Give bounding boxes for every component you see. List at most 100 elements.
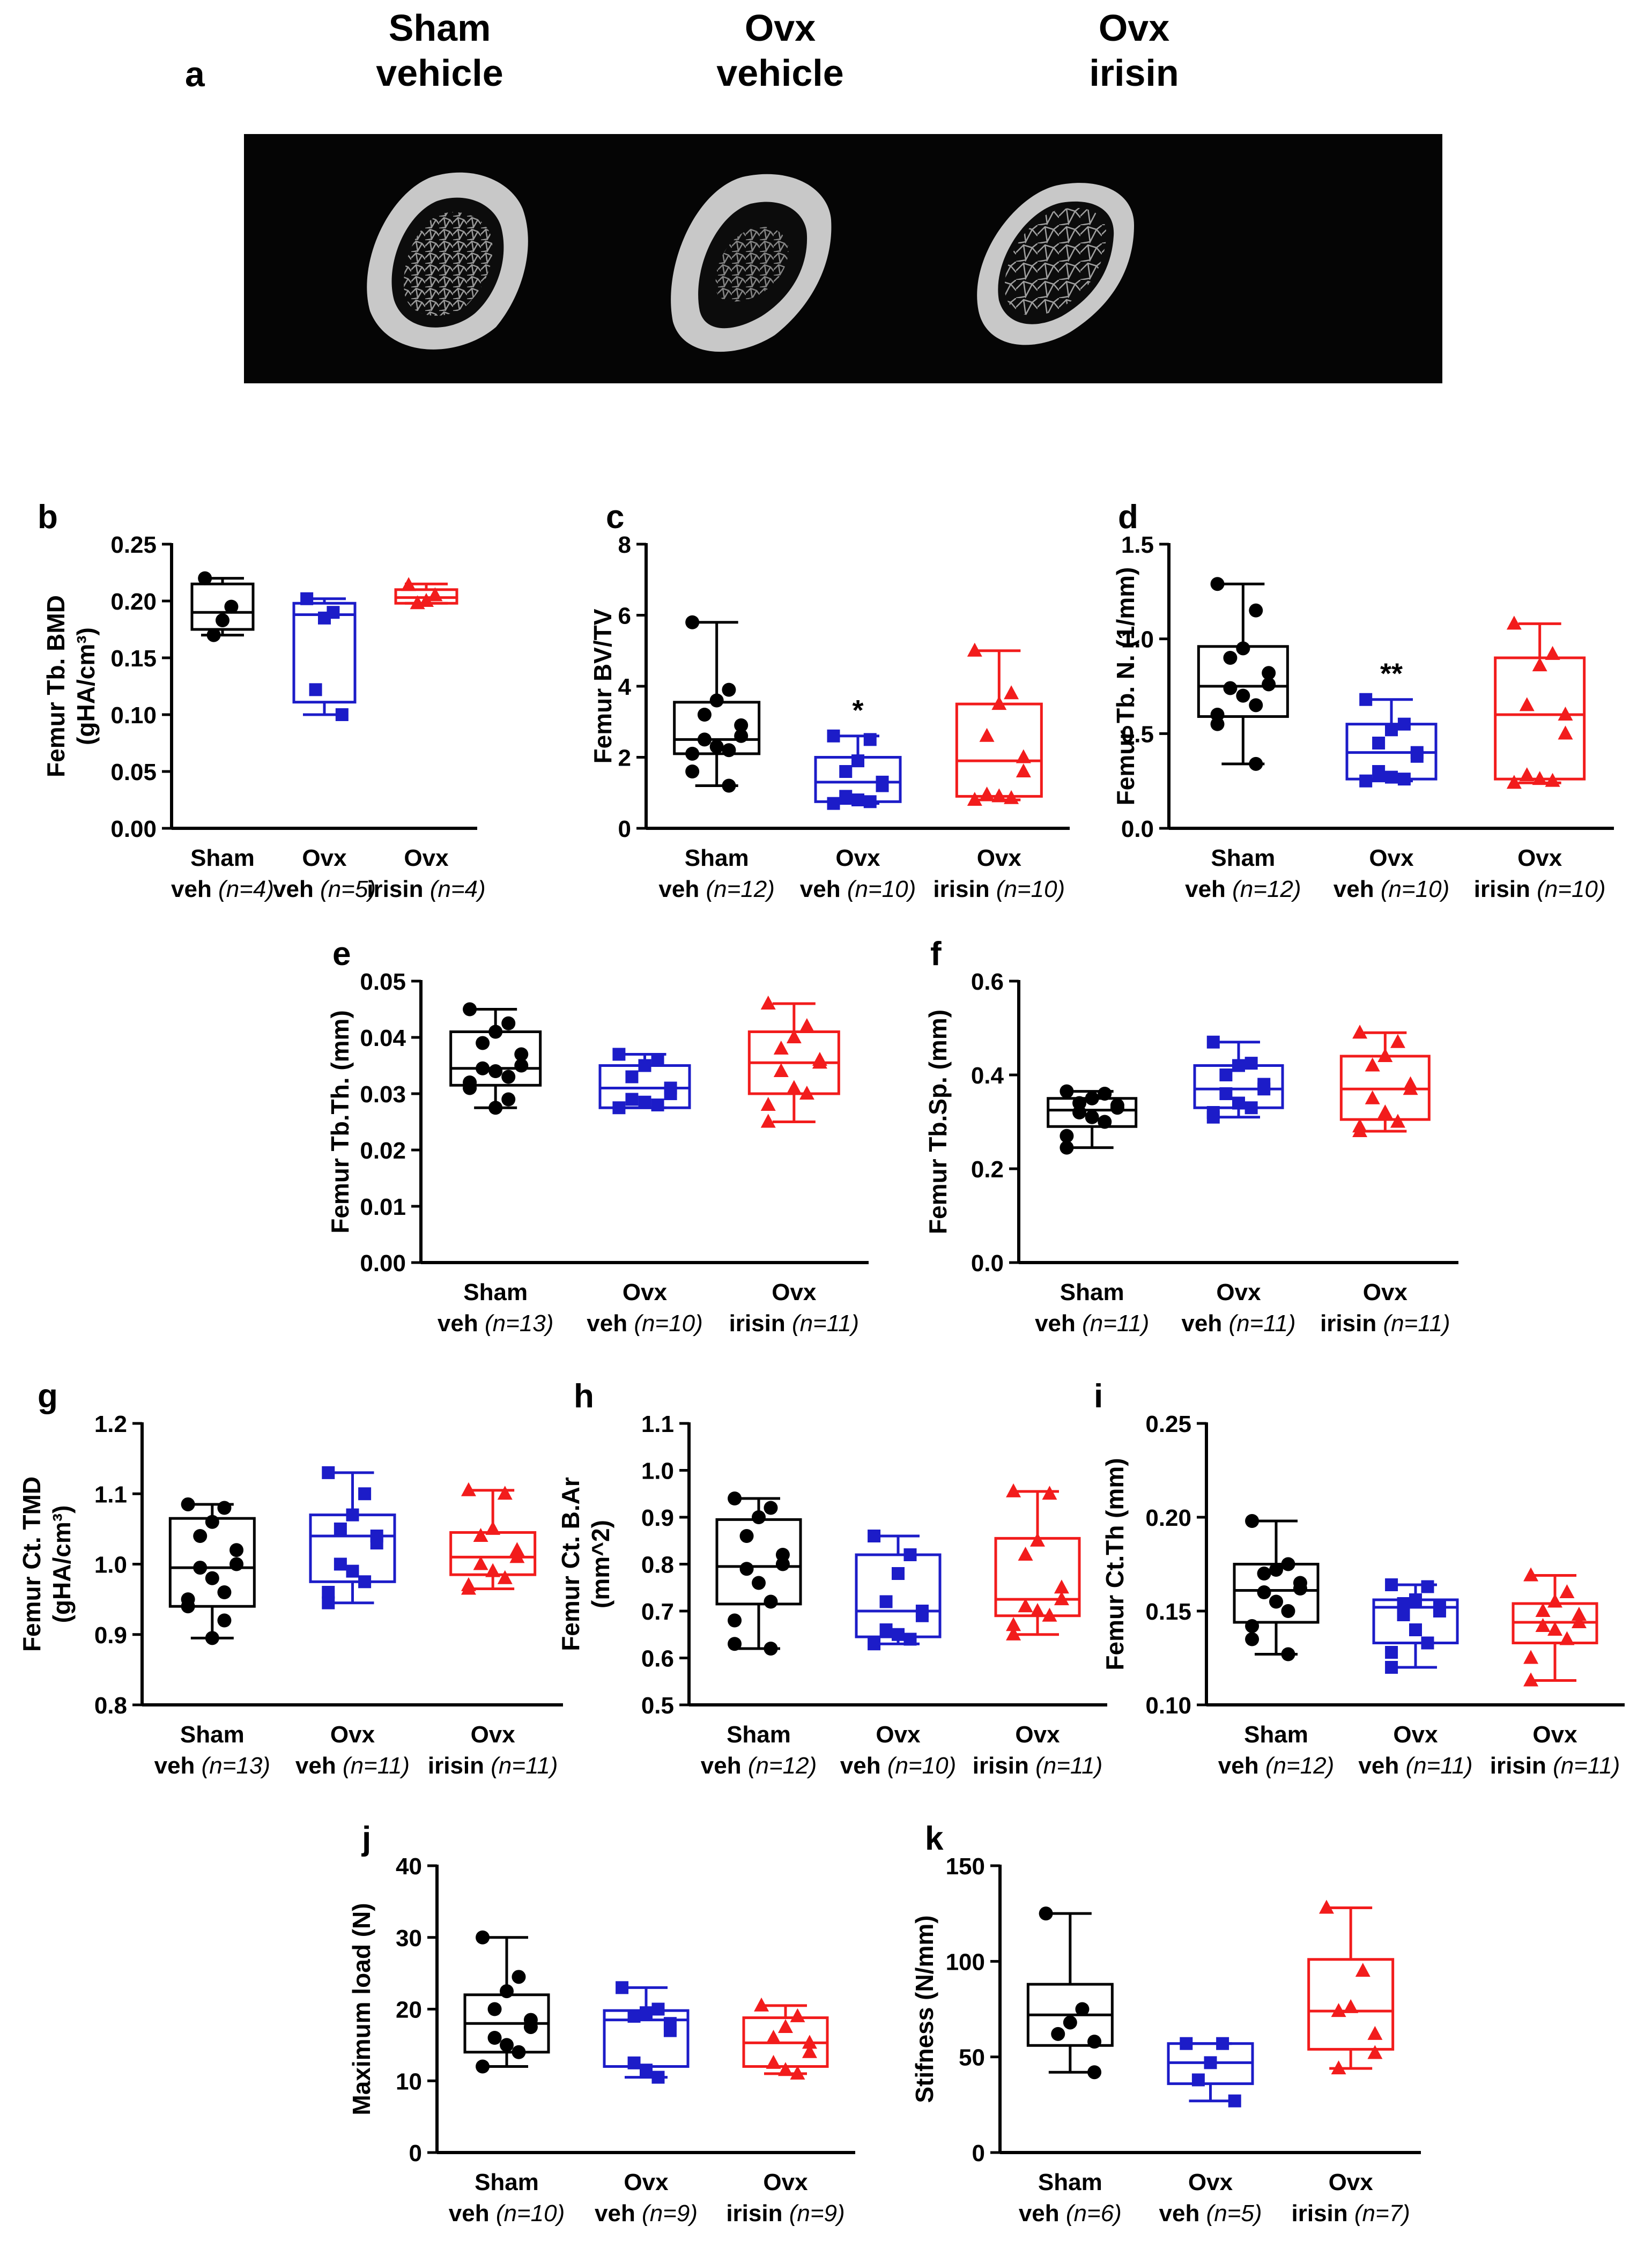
chart-panel-g: g 0.8 0.9 1.0 1.1 1.2 Femur Ct. TMD (gHA/cm³) Sh… <box>18 1378 563 1779</box>
data-point <box>851 793 864 806</box>
data-point <box>876 779 889 792</box>
y-tick-label: 0 <box>972 2140 985 2166</box>
data-point <box>514 1058 529 1073</box>
data-point <box>1331 2003 1346 2017</box>
y-tick-label: 0.6 <box>971 969 1004 995</box>
y-tick-label: 0.20 <box>1145 1505 1191 1531</box>
box-group-2: Ovx irisin (n=10) <box>1474 615 1606 902</box>
data-point <box>309 683 322 696</box>
data-point <box>892 1628 905 1641</box>
data-point <box>760 1114 776 1128</box>
data-point <box>461 1482 476 1496</box>
data-point <box>773 1063 789 1077</box>
data-point <box>217 1585 232 1599</box>
data-point <box>1293 1582 1307 1596</box>
data-point <box>1519 697 1535 711</box>
panel-a-group-line1: Ovx <box>744 7 816 49</box>
data-point <box>334 1557 347 1571</box>
x-tick-label-name: Ovx <box>876 1721 921 1748</box>
data-point <box>1385 1578 1398 1591</box>
data-point <box>1072 1105 1087 1119</box>
data-point <box>1245 1619 1260 1633</box>
data-point <box>1385 1661 1398 1674</box>
x-tick-label-name: Ovx <box>624 2169 669 2195</box>
x-tick-label-group: veh <box>1218 1753 1265 1779</box>
data-point <box>764 1501 778 1515</box>
x-tick-label-n: (n=5) <box>320 876 376 902</box>
data-point <box>512 1970 526 1984</box>
data-point <box>334 1522 347 1535</box>
x-tick-label-name: Ovx <box>623 1279 668 1305</box>
data-point <box>1269 1594 1283 1609</box>
x-tick-label-name: Ovx <box>1517 845 1562 871</box>
box-group-0: Sham veh (n=4) <box>171 571 274 902</box>
chart-panel-d: d 0.0 0.5 1.0 1.5 Femur Tb. N. (1/mm) Sham veh … <box>1112 499 1614 902</box>
y-tick-label: 100 <box>946 1949 985 1975</box>
x-tick-label-name: Ovx <box>1216 1279 1261 1305</box>
data-point <box>1281 1647 1295 1661</box>
box-iqr <box>855 1553 942 1638</box>
y-axis-title: Maximum load (N) <box>347 1903 375 2115</box>
data-point <box>485 1563 501 1577</box>
data-point <box>181 1599 195 1614</box>
box-group-1: Ovx veh (n=11) <box>1358 1578 1473 1779</box>
data-point <box>205 1571 219 1585</box>
data-point <box>612 1048 626 1061</box>
x-tick-label-name: Ovx <box>763 2169 808 2195</box>
data-point <box>488 1101 503 1115</box>
x-tick-label-n: (n=13) <box>202 1753 270 1779</box>
box-iqr <box>190 582 255 631</box>
data-point <box>501 1016 516 1030</box>
box-group-1: Ovx veh (n=11) <box>1181 1035 1296 1337</box>
data-point <box>1385 1646 1398 1659</box>
x-tick-label-n: (n=10) <box>1381 876 1449 902</box>
data-point <box>1244 1057 1258 1070</box>
x-tick-label-group: veh <box>1035 1310 1082 1337</box>
data-point <box>1343 1999 1359 2013</box>
box-group-0: Sham veh (n=13) <box>154 1497 270 1779</box>
x-tick-label-n: (n=7) <box>1354 2200 1410 2227</box>
box-group-1: Ovx veh (n=5) <box>273 592 376 902</box>
x-tick-label-sub: veh (n=5) <box>273 876 376 902</box>
box-group-2: Ovx irisin (n=11) <box>1490 1567 1620 1779</box>
data-point <box>764 1594 778 1609</box>
x-tick-label-sub: irisin (n=11) <box>428 1753 558 1779</box>
x-tick-label-group: irisin <box>726 2200 789 2227</box>
data-point <box>1232 1059 1245 1072</box>
box-group-2: Ovx irisin (n=4) <box>367 577 486 902</box>
x-tick-label-n: (n=11) <box>343 1753 410 1779</box>
data-point <box>1390 1114 1405 1128</box>
panel-a: a Sham vehicle Ovx vehicle Ovx irisin <box>0 0 1652 407</box>
y-tick-label: 50 <box>959 2045 985 2071</box>
data-point <box>485 1520 501 1535</box>
y-tick-label: 0.0 <box>971 1250 1004 1277</box>
y-tick-label: 6 <box>618 603 631 629</box>
data-point <box>790 2008 805 2022</box>
data-point <box>1523 1567 1539 1582</box>
data-point <box>1359 693 1373 706</box>
data-point <box>616 1981 629 1994</box>
data-point <box>318 611 331 625</box>
x-tick-label-group: veh <box>1185 876 1232 902</box>
data-point <box>1403 1081 1418 1095</box>
x-tick-label-name: Sham <box>685 845 749 871</box>
y-tick-label: 40 <box>396 1853 422 1880</box>
data-point <box>346 1508 359 1522</box>
data-point <box>509 1549 525 1563</box>
panel-letter-e: e <box>332 936 351 973</box>
data-point <box>501 1092 516 1107</box>
x-tick-label-sub: veh (n=11) <box>1035 1310 1149 1337</box>
data-point <box>697 708 712 722</box>
data-point <box>1018 1547 1033 1561</box>
data-point <box>1547 1622 1562 1636</box>
data-point <box>728 1613 742 1628</box>
data-point <box>1318 1899 1334 1914</box>
box-group-1: Ovx veh (n=9) <box>595 1981 698 2227</box>
data-point <box>1206 1110 1220 1124</box>
data-point <box>1006 1626 1021 1641</box>
data-point <box>1085 1110 1099 1124</box>
data-point <box>1054 1579 1069 1594</box>
data-point <box>1559 1584 1575 1598</box>
x-tick-label-name: Sham <box>1060 1279 1124 1305</box>
chart-panel-i: i 0.10 0.15 0.20 0.25 Femur Ct.Th (mm) Sham veh… <box>1094 1378 1625 1779</box>
